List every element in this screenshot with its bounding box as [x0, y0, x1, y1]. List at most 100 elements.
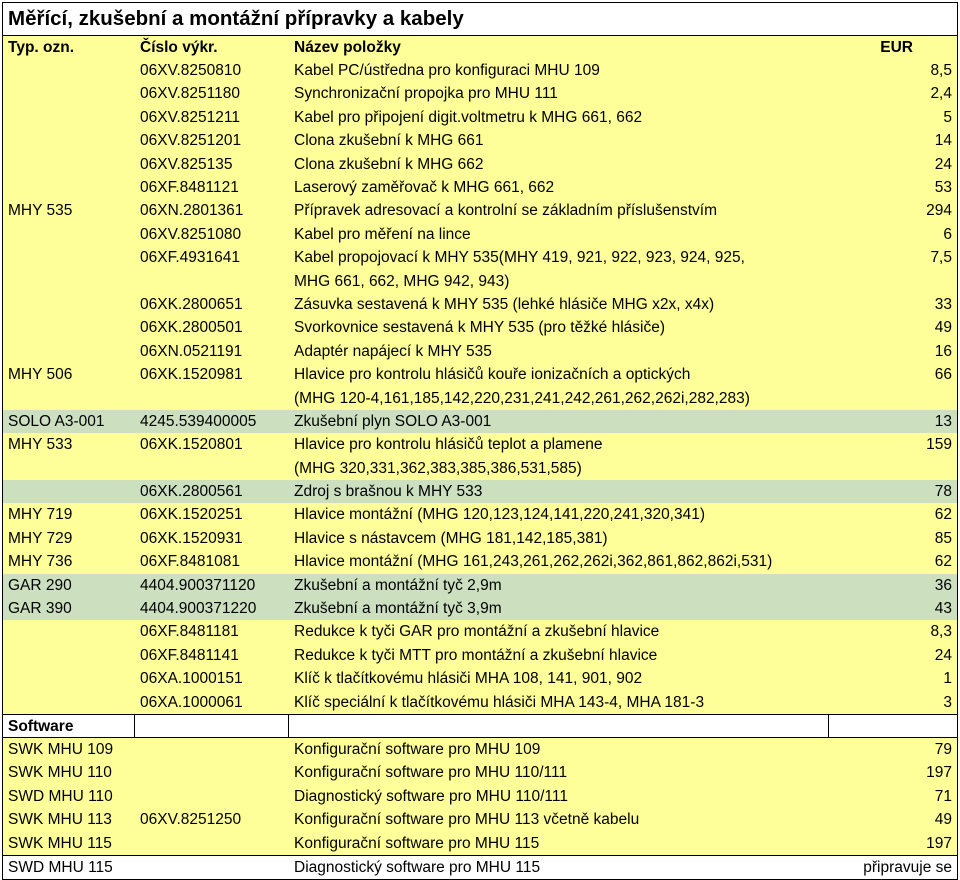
cell-eur: 7,5 — [930, 249, 952, 267]
cell-nazev: Zdroj s brašnou k MHY 533 — [289, 480, 829, 503]
table-row: 06XK.2800651 Zásuvka sestavená k MHY 535 … — [3, 292, 957, 317]
cell-cislo: 06XV.825135 — [140, 155, 233, 173]
cell-eur: 197 — [926, 834, 952, 852]
cell-nazev: Hlavice pro kontrolu hlásičů kouře ioniz… — [289, 363, 829, 410]
nazev-line: Konfigurační software pro MHU 115 — [294, 834, 540, 852]
cell-cislo: 06XK.1520801 — [140, 436, 243, 454]
cell-typ: MHY 729 — [8, 529, 73, 547]
cell-eur: 197 — [926, 764, 952, 782]
cell-cislo: 06XA.1000151 — [140, 670, 243, 688]
table-row: SOLO A3-001 4245.539400005 Zkušební plyn S… — [3, 409, 957, 434]
table-row: 06XV.8251080 Kabel pro měření na lince 6 — [3, 222, 957, 247]
nazev-line: Hlavice pro kontrolu hlásičů teplot a pl… — [294, 436, 603, 454]
cell-typ: SWD MHU 115 — [8, 858, 113, 876]
cell-nazev: Kabel pro měření na lince — [289, 223, 829, 246]
cell-eur: 78 — [934, 483, 952, 501]
header-nazev: Název položky — [294, 39, 401, 56]
cell-typ — [3, 480, 135, 503]
cell-cislo: 06XV.8251080 — [140, 225, 242, 243]
cell-eur: 8,5 — [930, 62, 952, 79]
cell-nazev: Kabel PC/ústředna pro konfiguraci MHU 10… — [289, 59, 829, 82]
nazev-line: Hlavice montážní (MHG 120,123,124,141,22… — [294, 506, 706, 524]
nazev-line: Kabel PC/ústředna pro konfiguraci MHU 10… — [294, 62, 600, 79]
cell-eur: 1 — [943, 670, 952, 688]
nazev-line: Synchronizační propojka pro MHU 111 — [294, 85, 558, 103]
nazev-line: Klíč speciální k tlačítkovému hlásiči MH… — [294, 693, 705, 711]
cell-typ: SWK MHU 109 — [8, 740, 114, 758]
cell-nazev: Zásuvka sestavená k MHY 535 (lehké hlási… — [289, 293, 829, 316]
nazev-line: MHG 661, 662, MHG 942, 943) — [294, 272, 510, 290]
table-row: 06XF.8481181 Redukce k tyči GAR pro montá… — [3, 620, 957, 644]
cell-eur: 8,3 — [930, 623, 952, 641]
nazev-line: Laserový zaměřovač k MHG 661, 662 — [294, 178, 555, 196]
cell-cislo: 06XV.8251211 — [140, 108, 240, 126]
nazev-line: Svorkovnice sestavená k MHY 535 (pro těž… — [294, 319, 666, 337]
table-row: 06XV.8251180 Synchronizační propojka pro … — [3, 82, 957, 106]
cell-eur: 16 — [934, 342, 952, 360]
cell-nazev: Hlavice montážní (MHG 120,123,124,141,22… — [289, 503, 829, 526]
cell-cislo — [135, 856, 289, 879]
cell-nazev: Zkušební a montážní tyč 3,9m — [289, 597, 829, 620]
table-row: 06XV.8250810 Kabel PC/ústředna pro konfig… — [3, 59, 957, 83]
cell-typ: SWK MHU 115 — [8, 834, 112, 852]
cell-cislo: 06XV.8250810 — [140, 62, 242, 79]
cell-nazev: Hlavice pro kontrolu hlásičů teplot a pl… — [289, 433, 829, 480]
table-row: MHY 719 06XK.1520251 Hlavice montážní (MHG… — [3, 503, 957, 527]
cell-eur: 66 — [934, 366, 952, 384]
cell-cislo: 06XF.8481141 — [140, 646, 239, 664]
nazev-line: (MHG 320,331,362,383,385,386,531,585) — [294, 459, 582, 477]
table-row: 06XK.2800501 Svorkovnice sestavená k MHY … — [3, 316, 957, 340]
nazev-line: Zkušební a montážní tyč 2,9m — [294, 576, 502, 594]
cell-eur: 5 — [943, 108, 952, 126]
cell-nazev: Svorkovnice sestavená k MHY 535 (pro těž… — [289, 316, 829, 339]
cell-nazev: Hlavice montážní (MHG 161,243,261,262,26… — [289, 550, 829, 573]
cell-cislo: 06XV.8251250 — [140, 811, 242, 829]
cell-cislo: 06XA.1000061 — [140, 693, 243, 711]
cell-typ: SWK MHU 113 — [8, 811, 112, 829]
cell-cislo: 4404.900371220 — [140, 600, 257, 618]
nazev-line: Hlavice montážní (MHG 161,243,261,262,26… — [294, 553, 773, 571]
cell-cislo: 06XK.1520931 — [140, 529, 243, 547]
table-row: MHY 736 06XF.8481081 Hlavice montážní (MHG… — [3, 550, 957, 574]
table-row: MHY 533 06XK.1520801 Hlavice pro kontrolu … — [3, 433, 957, 481]
table-row: 06XV.8251201 Clona zkušební k MHG 661 14 — [3, 129, 957, 153]
cell-nazev: Hlavice s nástavcem (MHG 181,142,185,381… — [289, 527, 829, 550]
cell-nazev: Kabel propojovací k MHY 535(MHY 419, 921… — [289, 246, 829, 293]
cell-eur: 49 — [934, 811, 952, 829]
table-row: SWD MHU 110 Diagnostický software pro MHU… — [3, 784, 957, 809]
cell-eur: 43 — [934, 600, 952, 618]
nazev-line: Konfigurační software pro MHU 109 — [294, 740, 541, 758]
cell-nazev: Konfigurační software pro MHU 109 — [289, 738, 829, 761]
cell-typ: GAR 390 — [8, 600, 72, 618]
cell-typ — [3, 644, 135, 667]
cell-cislo: 06XN.0521191 — [140, 342, 243, 360]
table-row: SWD MHU 115 Diagnostický software pro MHU… — [3, 854, 957, 880]
cell-nazev: Diagnostický software pro MHU 115 — [289, 856, 829, 879]
table-row: 06XA.1000151 Klíč k tlačítkovému hlásiči … — [3, 667, 957, 691]
nazev-line: Kabel propojovací k MHY 535(MHY 419, 921… — [294, 249, 745, 267]
cell-nazev: Synchronizační propojka pro MHU 111 — [289, 82, 829, 105]
table-row: 06XV.825135 Clona zkušební k MHG 662 24 — [3, 152, 957, 176]
nazev-line: (MHG 120-4,161,185,142,220,231,241,242,2… — [294, 389, 750, 407]
table-row: SWK MHU 113 06XV.8251250 Konfigurační soft… — [3, 808, 957, 832]
table-row: SWK MHU 110 Konfigurační software pro MHU… — [3, 761, 957, 785]
cell-eur: 13 — [934, 412, 952, 430]
nazev-line: Diagnostický software pro MHU 110/111 — [294, 787, 568, 805]
cell-typ — [3, 340, 135, 363]
cell-typ — [3, 316, 135, 339]
table-row: 06XF.4931641 Kabel propojovací k MHY 535(… — [3, 246, 957, 293]
nazev-line: Clona zkušební k MHG 661 — [294, 132, 484, 150]
cell-eur: 49 — [934, 319, 952, 337]
header-cislo: Číslo výkr. — [140, 39, 218, 56]
cell-typ — [3, 82, 135, 105]
cell-nazev: Redukce k tyči MTT pro montážní a zkušeb… — [289, 644, 829, 667]
cell-typ — [3, 246, 135, 293]
nazev-line: Konfigurační software pro MHU 113 včetně… — [294, 811, 640, 829]
cell-eur: 62 — [934, 506, 952, 524]
cell-cislo — [135, 714, 289, 737]
cell-nazev: Redukce k tyči GAR pro montážní a zkušeb… — [289, 620, 829, 643]
cell-typ — [3, 153, 135, 176]
cell-cislo — [135, 832, 289, 855]
nazev-line: Redukce k tyči MTT pro montážní a zkušeb… — [294, 646, 658, 664]
cell-nazev: Zkušební a montážní tyč 2,9m — [289, 574, 829, 597]
